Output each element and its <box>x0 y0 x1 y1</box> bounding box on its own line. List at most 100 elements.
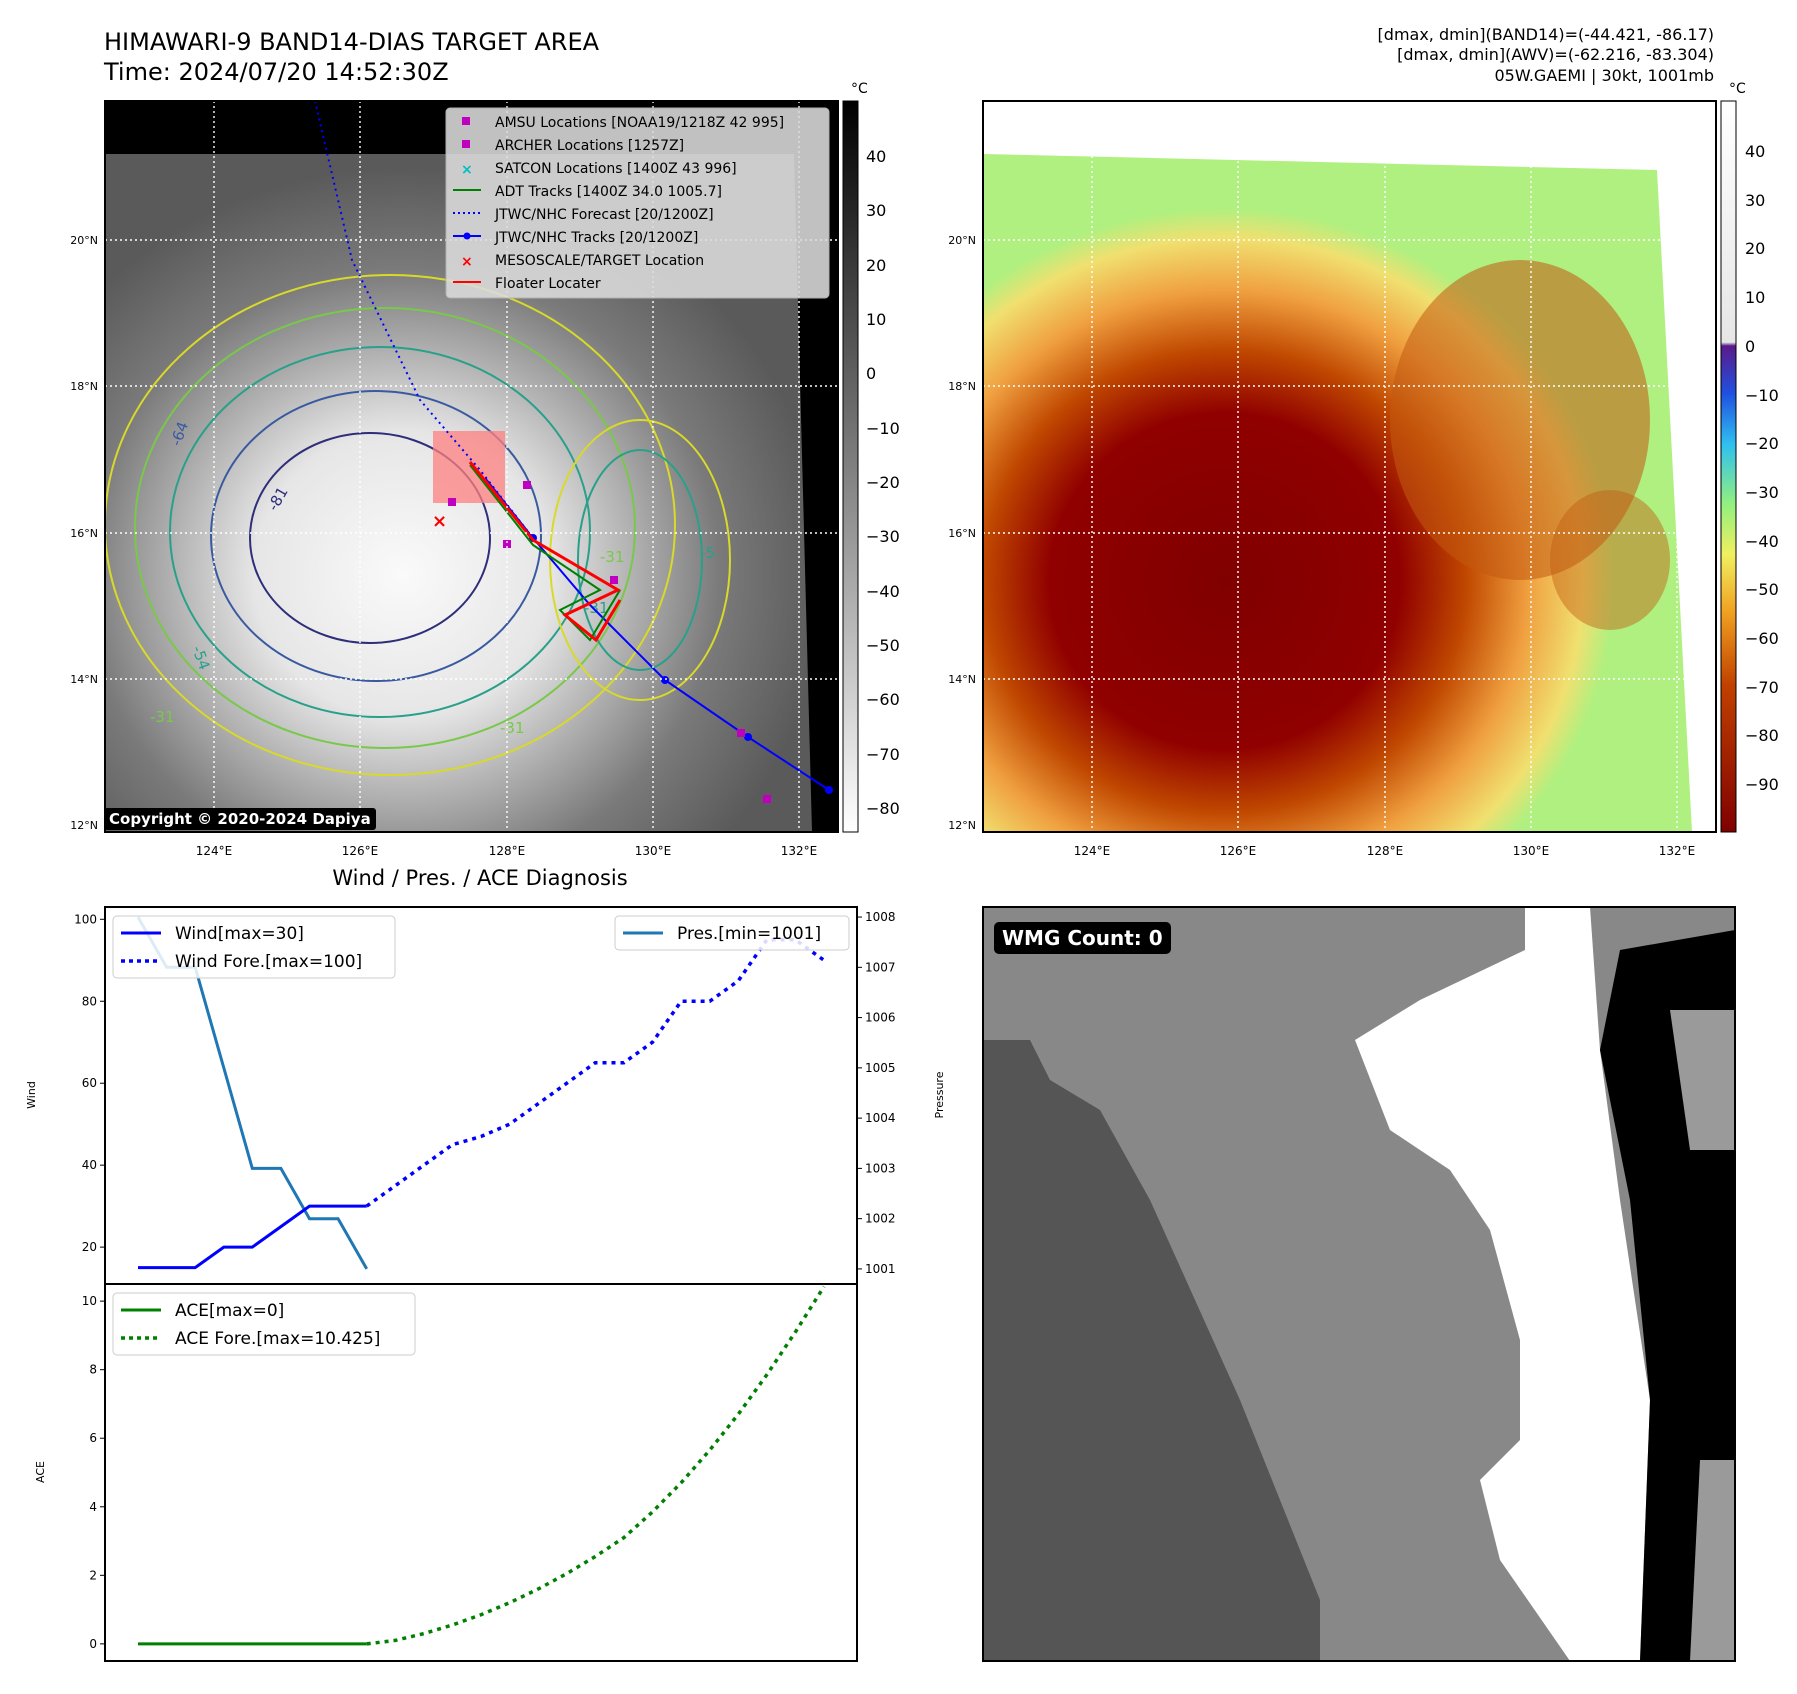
wind-legend: Wind[max=30] Wind Fore.[max=100] <box>112 915 396 979</box>
awv-colorbar: °C 40 30 20 10 0 −10 −20 −30 −40 −50 −60… <box>1720 81 1779 833</box>
ir-colorbar-ticks: 40 30 20 10 0 −10 −20 −30 −40 −50 −60 −7… <box>866 147 900 818</box>
ir-map-frame <box>104 100 839 833</box>
diagnosis-title: Wind / Pres. / ACE Diagnosis <box>332 866 627 890</box>
lon-label: 124°E <box>1074 844 1111 858</box>
lat-label: 18°N <box>70 380 98 393</box>
awv-colorbar-tick: −90 <box>1745 775 1779 794</box>
info-line1: [dmax, dmin](BAND14)=(-44.421, -86.17) <box>1378 25 1714 44</box>
ir-colorbar-tick: 0 <box>866 364 876 383</box>
pressure-tick-label: 1001 <box>865 1262 896 1276</box>
awv-colorbar-tick: −50 <box>1745 580 1779 599</box>
ir-colorbar-tick: 10 <box>866 310 886 329</box>
ir-colorbar-tick: 30 <box>866 201 886 220</box>
awv-colorbar-tick: −10 <box>1745 386 1779 405</box>
legend-floater-label: Floater Locater <box>495 276 601 292</box>
ir-colorbar-ramp <box>842 100 859 833</box>
contour-label-5: -31 <box>150 708 175 726</box>
copyright-badge: Copyright © 2020-2024 Dapiya <box>104 808 376 830</box>
lat-label: 20°N <box>948 234 976 247</box>
wind-tick-label: 80 <box>82 994 97 1008</box>
target-location-marker: × <box>432 511 447 532</box>
awv-colorbar-tick: −40 <box>1745 532 1779 551</box>
cdo-contour-outer <box>105 274 676 776</box>
ir-colorbar-tick: 40 <box>866 147 886 166</box>
lon-label: 132°E <box>781 844 818 858</box>
wmg-dark-region <box>983 1040 1320 1661</box>
awv-map-lat-labels: 20°N 18°N 16°N 14°N 12°N <box>948 234 976 832</box>
lat-label: 14°N <box>948 673 976 686</box>
ace-tick-label: 2 <box>89 1568 97 1582</box>
lon-label: 128°E <box>1367 844 1404 858</box>
lat-label: 16°N <box>948 527 976 540</box>
cdo-contour-green <box>134 307 636 749</box>
legend-forecast-label: JTWC/NHC Forecast [20/1200Z] <box>494 207 714 223</box>
pressure-legend: Pres.[min=1001] <box>614 915 850 951</box>
lat-label: 14°N <box>70 673 98 686</box>
ace-tick-label: 10 <box>82 1294 97 1308</box>
jtwc-track-point <box>744 733 752 741</box>
wind-ticks: 100 80 60 40 20 <box>74 912 105 1254</box>
legend-target-label: MESOSCALE/TARGET Location <box>495 253 704 269</box>
awv-map-frame <box>982 100 1717 833</box>
awv-colorbar-ticks: 40 30 20 10 0 −10 −20 −30 −40 −50 −60 −7… <box>1745 142 1779 794</box>
ace-tick-label: 4 <box>89 1500 97 1514</box>
pressure-axis-label: Pressure <box>933 1071 946 1118</box>
wmg-count-badge: WMG Count: 0 <box>994 922 1171 954</box>
awv-colorbar-tick: −70 <box>1745 678 1779 697</box>
awv-colorbar-tick: 40 <box>1745 142 1765 161</box>
amsu-marker <box>610 576 618 584</box>
ace-fore-legend-label: ACE Fore.[max=10.425] <box>175 1329 380 1349</box>
legend-amsu-label: AMSU Locations [NOAA19/1218Z 42 995] <box>495 115 784 131</box>
cdo-contour-blue <box>210 390 542 682</box>
pressure-tick-label: 1007 <box>865 960 896 974</box>
lat-label: 12°N <box>948 819 976 832</box>
awv-colorbar-tick: 0 <box>1745 337 1755 356</box>
ir-colorbar-tick: −80 <box>866 799 900 818</box>
awv-colorbar-unit: °C <box>1729 81 1746 97</box>
ace-tick-label: 0 <box>89 1637 97 1651</box>
adt-track <box>469 464 621 642</box>
ir-colorbar-unit: °C <box>851 81 868 97</box>
jtwc-track-point <box>825 786 833 794</box>
ir-colorbar-tick: 20 <box>866 256 886 275</box>
pressure-legend-box <box>614 915 850 951</box>
wind-tick-label: 20 <box>82 1240 97 1254</box>
pressure-tick-label: 1006 <box>865 1011 896 1025</box>
eastern-band-contour-inner <box>577 449 703 671</box>
floater-track <box>468 461 622 643</box>
legend-box <box>445 107 830 299</box>
awv-colorbar-tick: 10 <box>1745 288 1765 307</box>
awv-colorbar-tick: −80 <box>1745 726 1779 745</box>
eastern-band-contour <box>549 419 731 701</box>
ace-legend-box <box>112 1292 416 1356</box>
pressure-tick-label: 1004 <box>865 1111 896 1125</box>
awv-colorbar-ramp <box>1720 100 1737 833</box>
legend-amsu-square-icon <box>462 117 470 125</box>
amsu-marker <box>763 795 771 803</box>
awv-map-gridlines <box>983 101 1716 832</box>
lon-label: 124°E <box>196 844 233 858</box>
contour-label-4: -31 <box>600 548 625 566</box>
ace-ticks: 10 8 6 4 2 0 <box>82 1294 105 1651</box>
wind-tick-label: 100 <box>74 912 97 926</box>
ace-tick-label: 8 <box>89 1363 97 1377</box>
lon-label: 126°E <box>342 844 379 858</box>
wmg-gray-east-region <box>1670 1010 1735 1150</box>
ir-colorbar-tick: −70 <box>866 745 900 764</box>
legend-tracks-label: JTWC/NHC Tracks [20/1200Z] <box>494 230 698 246</box>
wmg-white-region <box>1355 907 1650 1661</box>
amsu-marker <box>448 498 456 506</box>
awv-colorbar-tick: −20 <box>1745 434 1779 453</box>
legend-tracks-dot-icon <box>463 232 471 240</box>
track-legend: AMSU Locations [NOAA19/1218Z 42 995] ARC… <box>445 107 830 299</box>
awv-colorbar-tick: 30 <box>1745 191 1765 210</box>
wind-axis-label: Wind <box>25 1081 38 1109</box>
lat-label: 20°N <box>70 234 98 247</box>
legend-target-x-icon: × <box>461 254 473 270</box>
ir-colorbar-tick: −50 <box>866 636 900 655</box>
wind-legend-label: Wind[max=30] <box>175 924 304 944</box>
wmg-frame <box>982 906 1736 1662</box>
pressure-legend-label: Pres.[min=1001] <box>677 924 821 944</box>
